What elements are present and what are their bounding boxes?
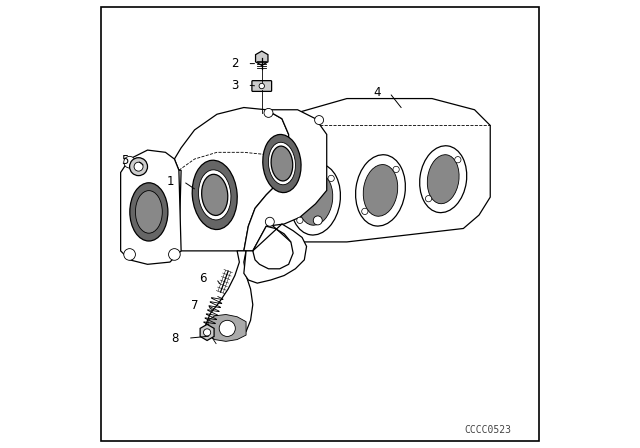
Ellipse shape — [198, 170, 231, 220]
Polygon shape — [208, 314, 246, 341]
Circle shape — [259, 83, 264, 89]
Text: 6: 6 — [200, 272, 207, 285]
Polygon shape — [244, 224, 307, 283]
Ellipse shape — [298, 173, 333, 225]
Circle shape — [315, 116, 324, 125]
Circle shape — [266, 217, 275, 226]
Circle shape — [454, 157, 461, 163]
Circle shape — [264, 108, 273, 117]
Ellipse shape — [136, 191, 163, 233]
Text: 3: 3 — [231, 78, 239, 92]
Circle shape — [328, 175, 334, 181]
Ellipse shape — [202, 174, 228, 215]
Polygon shape — [244, 110, 327, 251]
Polygon shape — [255, 51, 268, 65]
Text: 8: 8 — [172, 332, 179, 345]
Polygon shape — [200, 324, 214, 340]
Polygon shape — [206, 251, 253, 340]
Ellipse shape — [364, 164, 397, 216]
Ellipse shape — [271, 146, 292, 181]
Ellipse shape — [192, 160, 237, 229]
Ellipse shape — [428, 155, 459, 204]
Text: 1: 1 — [167, 175, 174, 188]
Circle shape — [129, 158, 148, 176]
Circle shape — [314, 216, 323, 225]
Circle shape — [219, 320, 236, 336]
Ellipse shape — [291, 164, 340, 235]
Circle shape — [297, 217, 303, 224]
Ellipse shape — [420, 146, 467, 213]
Text: CCCC0523: CCCC0523 — [465, 425, 511, 435]
Ellipse shape — [263, 134, 301, 193]
Ellipse shape — [130, 183, 168, 241]
Polygon shape — [121, 150, 181, 264]
Circle shape — [393, 166, 399, 172]
Polygon shape — [264, 99, 490, 242]
Circle shape — [426, 195, 432, 202]
Ellipse shape — [268, 142, 296, 185]
Text: 7: 7 — [191, 299, 198, 313]
Text: 5: 5 — [121, 154, 128, 167]
Text: 4: 4 — [373, 86, 380, 99]
Circle shape — [134, 162, 143, 171]
Circle shape — [124, 156, 136, 168]
Circle shape — [204, 329, 211, 336]
Text: 2: 2 — [231, 57, 239, 70]
Ellipse shape — [356, 155, 405, 226]
Circle shape — [124, 249, 136, 260]
FancyBboxPatch shape — [252, 81, 271, 91]
Polygon shape — [174, 108, 289, 251]
Circle shape — [168, 249, 180, 260]
Circle shape — [362, 208, 368, 215]
